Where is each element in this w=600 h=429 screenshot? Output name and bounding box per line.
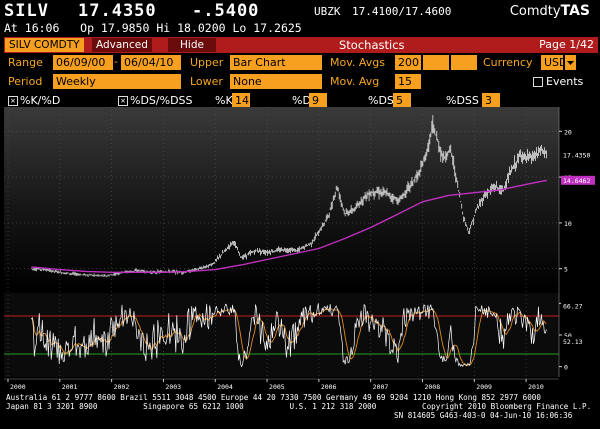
upper-label: Upper: [190, 56, 224, 69]
currency-field[interactable]: USD: [541, 55, 568, 70]
year-tick-label: 2001: [62, 383, 78, 391]
percent-k-line: [31, 303, 547, 368]
bid-ask: 17.4100/17.4600: [352, 5, 452, 18]
advanced-button[interactable]: Advanced: [92, 38, 152, 52]
lower-study-field[interactable]: None: [230, 74, 322, 89]
ticker: SILV: [4, 1, 49, 21]
quote-header: SILV 17.4350 -.5400 UBZK 17.4100/17.4600…: [4, 1, 596, 23]
mov-avgs-field-2[interactable]: [423, 55, 449, 70]
product-label: Comdty: [509, 4, 561, 19]
range-label: Range: [8, 56, 43, 69]
stochastics-panel: [4, 303, 559, 368]
range-dash: -: [114, 55, 118, 68]
period-field[interactable]: Weekly: [53, 74, 181, 89]
mov-avgs-field-1[interactable]: 200: [395, 55, 421, 70]
mov-avgs-label: Mov. Avgs: [330, 56, 385, 69]
price-tick-label: 20: [564, 128, 572, 136]
stoch-tick-label: 0: [564, 364, 568, 372]
price-change: -.5400: [192, 1, 260, 21]
session-stats: At 16:06 Op 17.9850 Hi 18.0200 Lo 17.262…: [4, 21, 302, 35]
mov-avg-field[interactable]: 15: [395, 74, 421, 89]
price-stochastics-chart[interactable]: 510152005010017.435014.646266.2752.13200…: [4, 107, 598, 393]
price-tick-label: 5: [564, 266, 568, 274]
year-tick-label: 2008: [424, 383, 440, 391]
stoch-tick-label: 50: [564, 332, 572, 340]
last-price-label: 17.4350: [563, 152, 590, 160]
venue: UBZK: [314, 5, 341, 18]
range-start-field[interactable]: 06/09/00: [53, 55, 113, 70]
security-tab[interactable]: SILV COMDTY: [5, 38, 84, 52]
footer-serial: SN 814605 G463-403-0 04-Jun-10 16:06:36: [394, 411, 573, 420]
upper-study-field[interactable]: Bar Chart: [230, 55, 322, 70]
moving-average-flag: [561, 175, 595, 185]
mov-avgs-field-3[interactable]: [451, 55, 477, 70]
price-panel-background: [4, 107, 559, 291]
gridlines: [4, 107, 559, 377]
price-panel: [30, 115, 547, 278]
footer-contacts: Australia 61 2 9777 8600 Brazil 5511 304…: [6, 393, 541, 402]
year-tick-label: 2005: [269, 383, 285, 391]
d-label: %D: [292, 94, 311, 107]
dss-label: %DSS: [446, 94, 479, 107]
stoch-panel-background: [4, 293, 559, 377]
k-value-flag: [561, 301, 595, 311]
year-tick-label: 2004: [217, 383, 233, 391]
currency-label: Currency: [483, 56, 533, 69]
study-title: Stochastics: [339, 38, 405, 52]
page-indicator[interactable]: Page 1/42: [535, 37, 598, 53]
events-label: Events: [546, 75, 584, 88]
range-end-field[interactable]: 06/04/10: [121, 55, 181, 70]
d-value-label: 52.13: [563, 338, 583, 346]
ds-label: %DS: [368, 94, 394, 107]
hide-button[interactable]: Hide: [168, 38, 216, 52]
axes: 510152005010017.435014.646266.2752.13200…: [4, 107, 595, 391]
dsdss-label: %DS/%DSS: [130, 94, 193, 107]
ds-period-field[interactable]: 5: [393, 93, 411, 108]
year-tick-label: 2003: [165, 383, 181, 391]
moving-average-label: 14.6462: [563, 177, 590, 185]
year-tick-label: 2002: [114, 383, 130, 391]
year-tick-label: 2006: [321, 383, 337, 391]
last-price: 17.4350: [78, 1, 157, 21]
k-value-label: 66.27: [563, 303, 583, 311]
k-label: %K: [215, 94, 233, 107]
year-tick-label: 2007: [373, 383, 389, 391]
last-price-flag: [561, 150, 595, 160]
kd-label: %K/%D: [20, 94, 61, 107]
k-period-field[interactable]: 14: [232, 93, 250, 108]
year-tick-label: 2000: [10, 383, 26, 391]
dsdss-checkbox[interactable]: ✕: [118, 96, 128, 106]
function-toolbar: SILV COMDTY Advanced Hide Stochastics Pa…: [4, 37, 598, 53]
events-checkbox[interactable]: [533, 77, 543, 87]
lower-label: Lower: [190, 75, 223, 88]
moving-average-line: [31, 179, 547, 274]
mov-avg-label: Mov. Avg: [330, 75, 380, 88]
year-tick-label: 2009: [476, 383, 492, 391]
currency-dropdown-icon[interactable]: [565, 55, 576, 70]
d-value-flag: [561, 336, 595, 346]
year-tick-label: 2010: [528, 383, 544, 391]
period-label: Period: [8, 75, 43, 88]
d-period-field[interactable]: 9: [309, 93, 327, 108]
price-tick-label: 10: [564, 220, 572, 228]
product-function: ComdtyTAS: [510, 3, 590, 19]
kd-checkbox[interactable]: ✕: [8, 96, 18, 106]
dss-period-field[interactable]: 3: [482, 93, 500, 108]
function-label: TAS: [560, 3, 590, 19]
footer-contacts-2: Japan 81 3 3201 8900 Singapore 65 6212 1…: [6, 402, 592, 411]
